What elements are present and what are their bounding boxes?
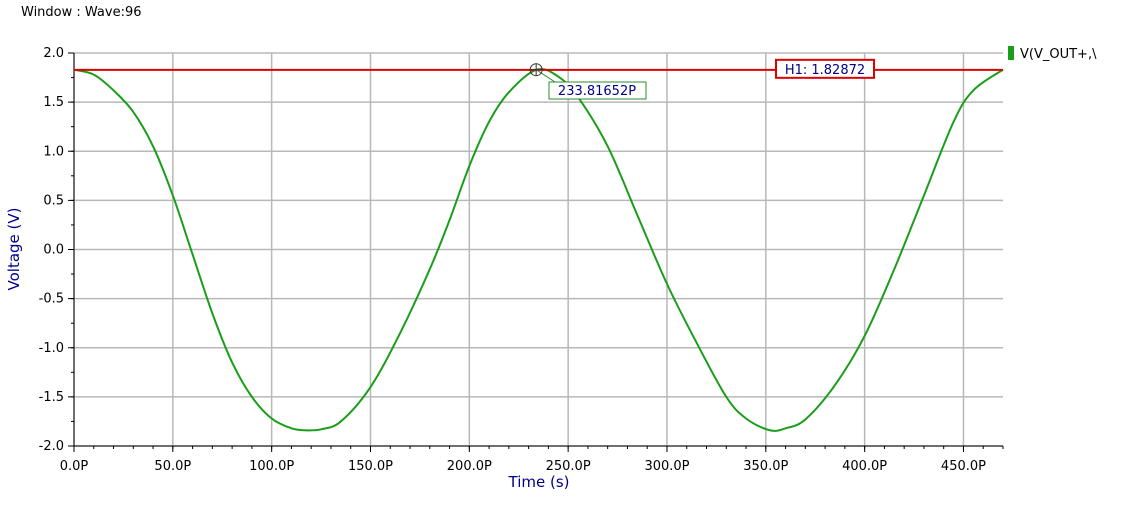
point-marker[interactable]: 233.81652P: [529, 63, 647, 100]
legend-label: V(V_OUT+,\: [1020, 47, 1097, 62]
y-tick-label: -0.5: [39, 292, 64, 307]
series-layer: [73, 68, 1004, 432]
y-tick-label: 1.0: [43, 144, 64, 159]
x-tick-label: 100.0P: [249, 459, 294, 474]
series-line: [73, 68, 1004, 432]
legend[interactable]: V(V_OUT+,\: [1008, 46, 1097, 62]
y-tick-label: 0.0: [43, 243, 64, 258]
x-tick-label: 400.0P: [842, 459, 887, 474]
y-tick-label: -1.5: [39, 390, 64, 405]
x-tick-label: 450.0P: [941, 459, 986, 474]
y-tick-label: 1.5: [43, 95, 64, 110]
x-tick-label: 0.0P: [60, 459, 89, 474]
x-tick-label: 150.0P: [348, 459, 393, 474]
x-tick-label: 250.0P: [546, 459, 591, 474]
h1-label: H1: 1.82872: [785, 63, 865, 78]
y-tick-label: -2.0: [39, 439, 64, 454]
y-axis-title: Voltage (V): [5, 208, 23, 291]
window-title: Window : Wave:96: [21, 5, 142, 20]
y-tick-label: 0.5: [43, 193, 64, 208]
grid: [73, 52, 1003, 447]
x-tick-label: 200.0P: [447, 459, 492, 474]
x-tick-label: 350.0P: [743, 459, 788, 474]
y-axis: 2.0 1.5 1.0 0.5 0.0 -0.5 -1.0 -1.5 -2.0: [39, 46, 74, 454]
h1-label-box: [775, 58, 875, 79]
x-tick-label: 300.0P: [644, 459, 689, 474]
point-label: 233.81652P: [558, 84, 636, 99]
y-tick-label: 2.0: [43, 46, 64, 61]
y-tick-label: -1.0: [39, 341, 64, 356]
x-axis: 0.0P 50.0P 100.0P 150.0P 200.0P 250.0P 300.0P 3…: [60, 446, 1004, 474]
legend-swatch: [1008, 46, 1014, 60]
x-tick-label: 50.0P: [154, 459, 191, 474]
x-axis-title: Time (s): [508, 473, 570, 491]
point-label-box: [548, 81, 647, 100]
